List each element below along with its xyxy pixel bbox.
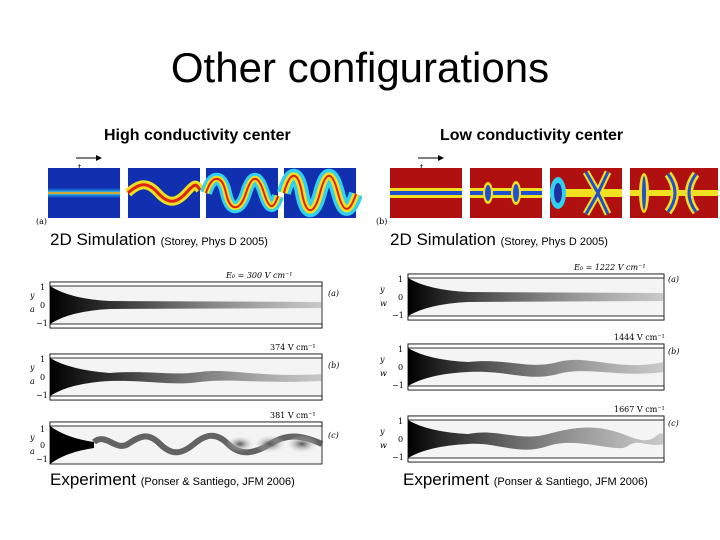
right-sim-caption-main: 2D Simulation	[390, 230, 496, 249]
left-exp-panel-b: 374 V cm⁻¹ (b) y a 1 0 −1	[30, 343, 339, 401]
left-exp-tick-a-1: 1	[40, 283, 45, 292]
right-exp-yaxis-b: y	[379, 355, 385, 364]
right-exp-caption-source: (Ponser & Santiego, JFM 2006)	[493, 476, 648, 488]
left-exp-tick-c-1: 1	[40, 425, 45, 434]
right-sim-caption-source: (Storey, Phys D 2005)	[500, 236, 608, 248]
right-exp-yaxis-den-b: w	[380, 369, 387, 378]
right-exp-tick-b-1: 1	[398, 345, 403, 354]
right-exp-yaxis-c: y	[379, 427, 385, 436]
right-column-heading: Low conductivity center	[440, 127, 624, 144]
right-exp-tick-c-m1: −1	[392, 453, 404, 462]
right-exp-field-c: 1667 V cm⁻¹	[614, 405, 665, 414]
left-sim-panel-label: (a)	[36, 217, 47, 226]
left-experiment-figure: E₀ = 300 V cm⁻¹ (a) y a 1 0 −1 374 V cm⁻…	[30, 271, 339, 465]
right-exp-tick-c-1: 1	[398, 417, 403, 426]
left-column-heading: High conductivity center	[104, 127, 291, 144]
right-exp-label-b: (b)	[668, 347, 679, 356]
left-exp-tick-b-0: 0	[40, 373, 45, 382]
right-sim-caption: 2D Simulation (Storey, Phys D 2005)	[390, 230, 608, 250]
left-exp-yaxis-a: y	[30, 291, 35, 300]
left-exp-caption-source: (Ponser & Santiego, JFM 2006)	[140, 476, 295, 488]
right-sim-frame-4	[630, 168, 718, 218]
left-exp-field-a: E₀ = 300 V cm⁻¹	[225, 271, 292, 280]
left-sim-caption-main: 2D Simulation	[50, 230, 156, 249]
right-exp-tick-a-0: 0	[398, 293, 403, 302]
left-exp-field-b: 374 V cm⁻¹	[270, 343, 316, 352]
right-exp-field-a: E₀ = 1222 V cm⁻¹	[573, 263, 646, 272]
right-exp-caption-main: Experiment	[403, 470, 489, 489]
right-sim-panel-label: (b)	[376, 217, 387, 226]
left-exp-caption: Experiment (Ponser & Santiego, JFM 2006)	[50, 470, 295, 490]
left-sim-frame-2	[124, 168, 204, 218]
slide-title: Other configurations	[170, 44, 550, 91]
right-sim-arrow-label: t	[420, 163, 424, 172]
left-exp-panel-c: 381 V cm⁻¹ (c) y a 1 0 −1	[30, 411, 339, 465]
right-exp-field-b: 1444 V cm⁻¹	[614, 333, 665, 342]
right-sim-frame-2	[470, 168, 542, 218]
right-experiment-figure: E₀ = 1222 V cm⁻¹ (a) y w 1 0 −1 1444 V c…	[379, 263, 679, 463]
left-exp-caption-main: Experiment	[50, 470, 136, 489]
right-exp-tick-a-m1: −1	[392, 311, 404, 320]
right-simulation-figure: t (b)	[376, 155, 718, 226]
left-exp-tick-c-0: 0	[40, 441, 45, 450]
right-exp-tick-b-0: 0	[398, 363, 403, 372]
left-exp-tick-b-m1: −1	[36, 391, 48, 400]
left-exp-panel-a: E₀ = 300 V cm⁻¹ (a) y a 1 0 −1	[30, 271, 339, 329]
left-exp-label-c: (c)	[328, 431, 339, 440]
right-exp-label-a: (a)	[668, 275, 679, 284]
left-exp-yaxis-b: y	[30, 363, 35, 372]
left-sim-arrow-label: t	[78, 163, 82, 172]
left-exp-tick-a-0: 0	[40, 301, 45, 310]
left-sim-frame-3	[200, 168, 284, 218]
left-simulation-figure: t (a)	[36, 155, 362, 226]
left-exp-label-a: (a)	[328, 289, 339, 298]
left-exp-yaxis-c: y	[30, 433, 35, 442]
left-sim-frame-1	[48, 168, 120, 218]
right-exp-tick-c-0: 0	[398, 435, 403, 444]
right-exp-caption: Experiment (Ponser & Santiego, JFM 2006)	[403, 470, 648, 490]
right-exp-label-c: (c)	[668, 419, 679, 428]
right-exp-yaxis-den-c: w	[380, 441, 387, 450]
left-exp-yaxis-den-c: a	[30, 447, 35, 456]
right-exp-yaxis-a: y	[379, 285, 385, 294]
right-sim-frame-1	[390, 168, 462, 218]
right-exp-yaxis-den-a: w	[380, 299, 387, 308]
left-sim-caption: 2D Simulation (Storey, Phys D 2005)	[50, 230, 268, 250]
right-exp-tick-b-m1: −1	[392, 381, 404, 390]
left-exp-label-b: (b)	[328, 361, 339, 370]
left-exp-yaxis-den-a: a	[30, 305, 35, 314]
left-exp-tick-c-m1: −1	[36, 455, 48, 464]
left-exp-field-c: 381 V cm⁻¹	[270, 411, 316, 420]
left-exp-tick-a-m1: −1	[36, 319, 48, 328]
right-exp-panel-c: 1667 V cm⁻¹ (c) y w 1 0 −1	[379, 405, 679, 463]
right-exp-tick-a-1: 1	[398, 275, 403, 284]
right-exp-panel-a: E₀ = 1222 V cm⁻¹ (a) y w 1 0 −1	[379, 263, 679, 321]
right-sim-frame-3	[550, 168, 622, 218]
left-exp-yaxis-den-b: a	[30, 377, 35, 386]
left-sim-caption-source: (Storey, Phys D 2005)	[160, 236, 268, 248]
left-exp-tick-b-1: 1	[40, 355, 45, 364]
right-exp-panel-b: 1444 V cm⁻¹ (b) y w 1 0 −1	[379, 333, 679, 391]
left-sim-frame-4	[277, 168, 362, 218]
